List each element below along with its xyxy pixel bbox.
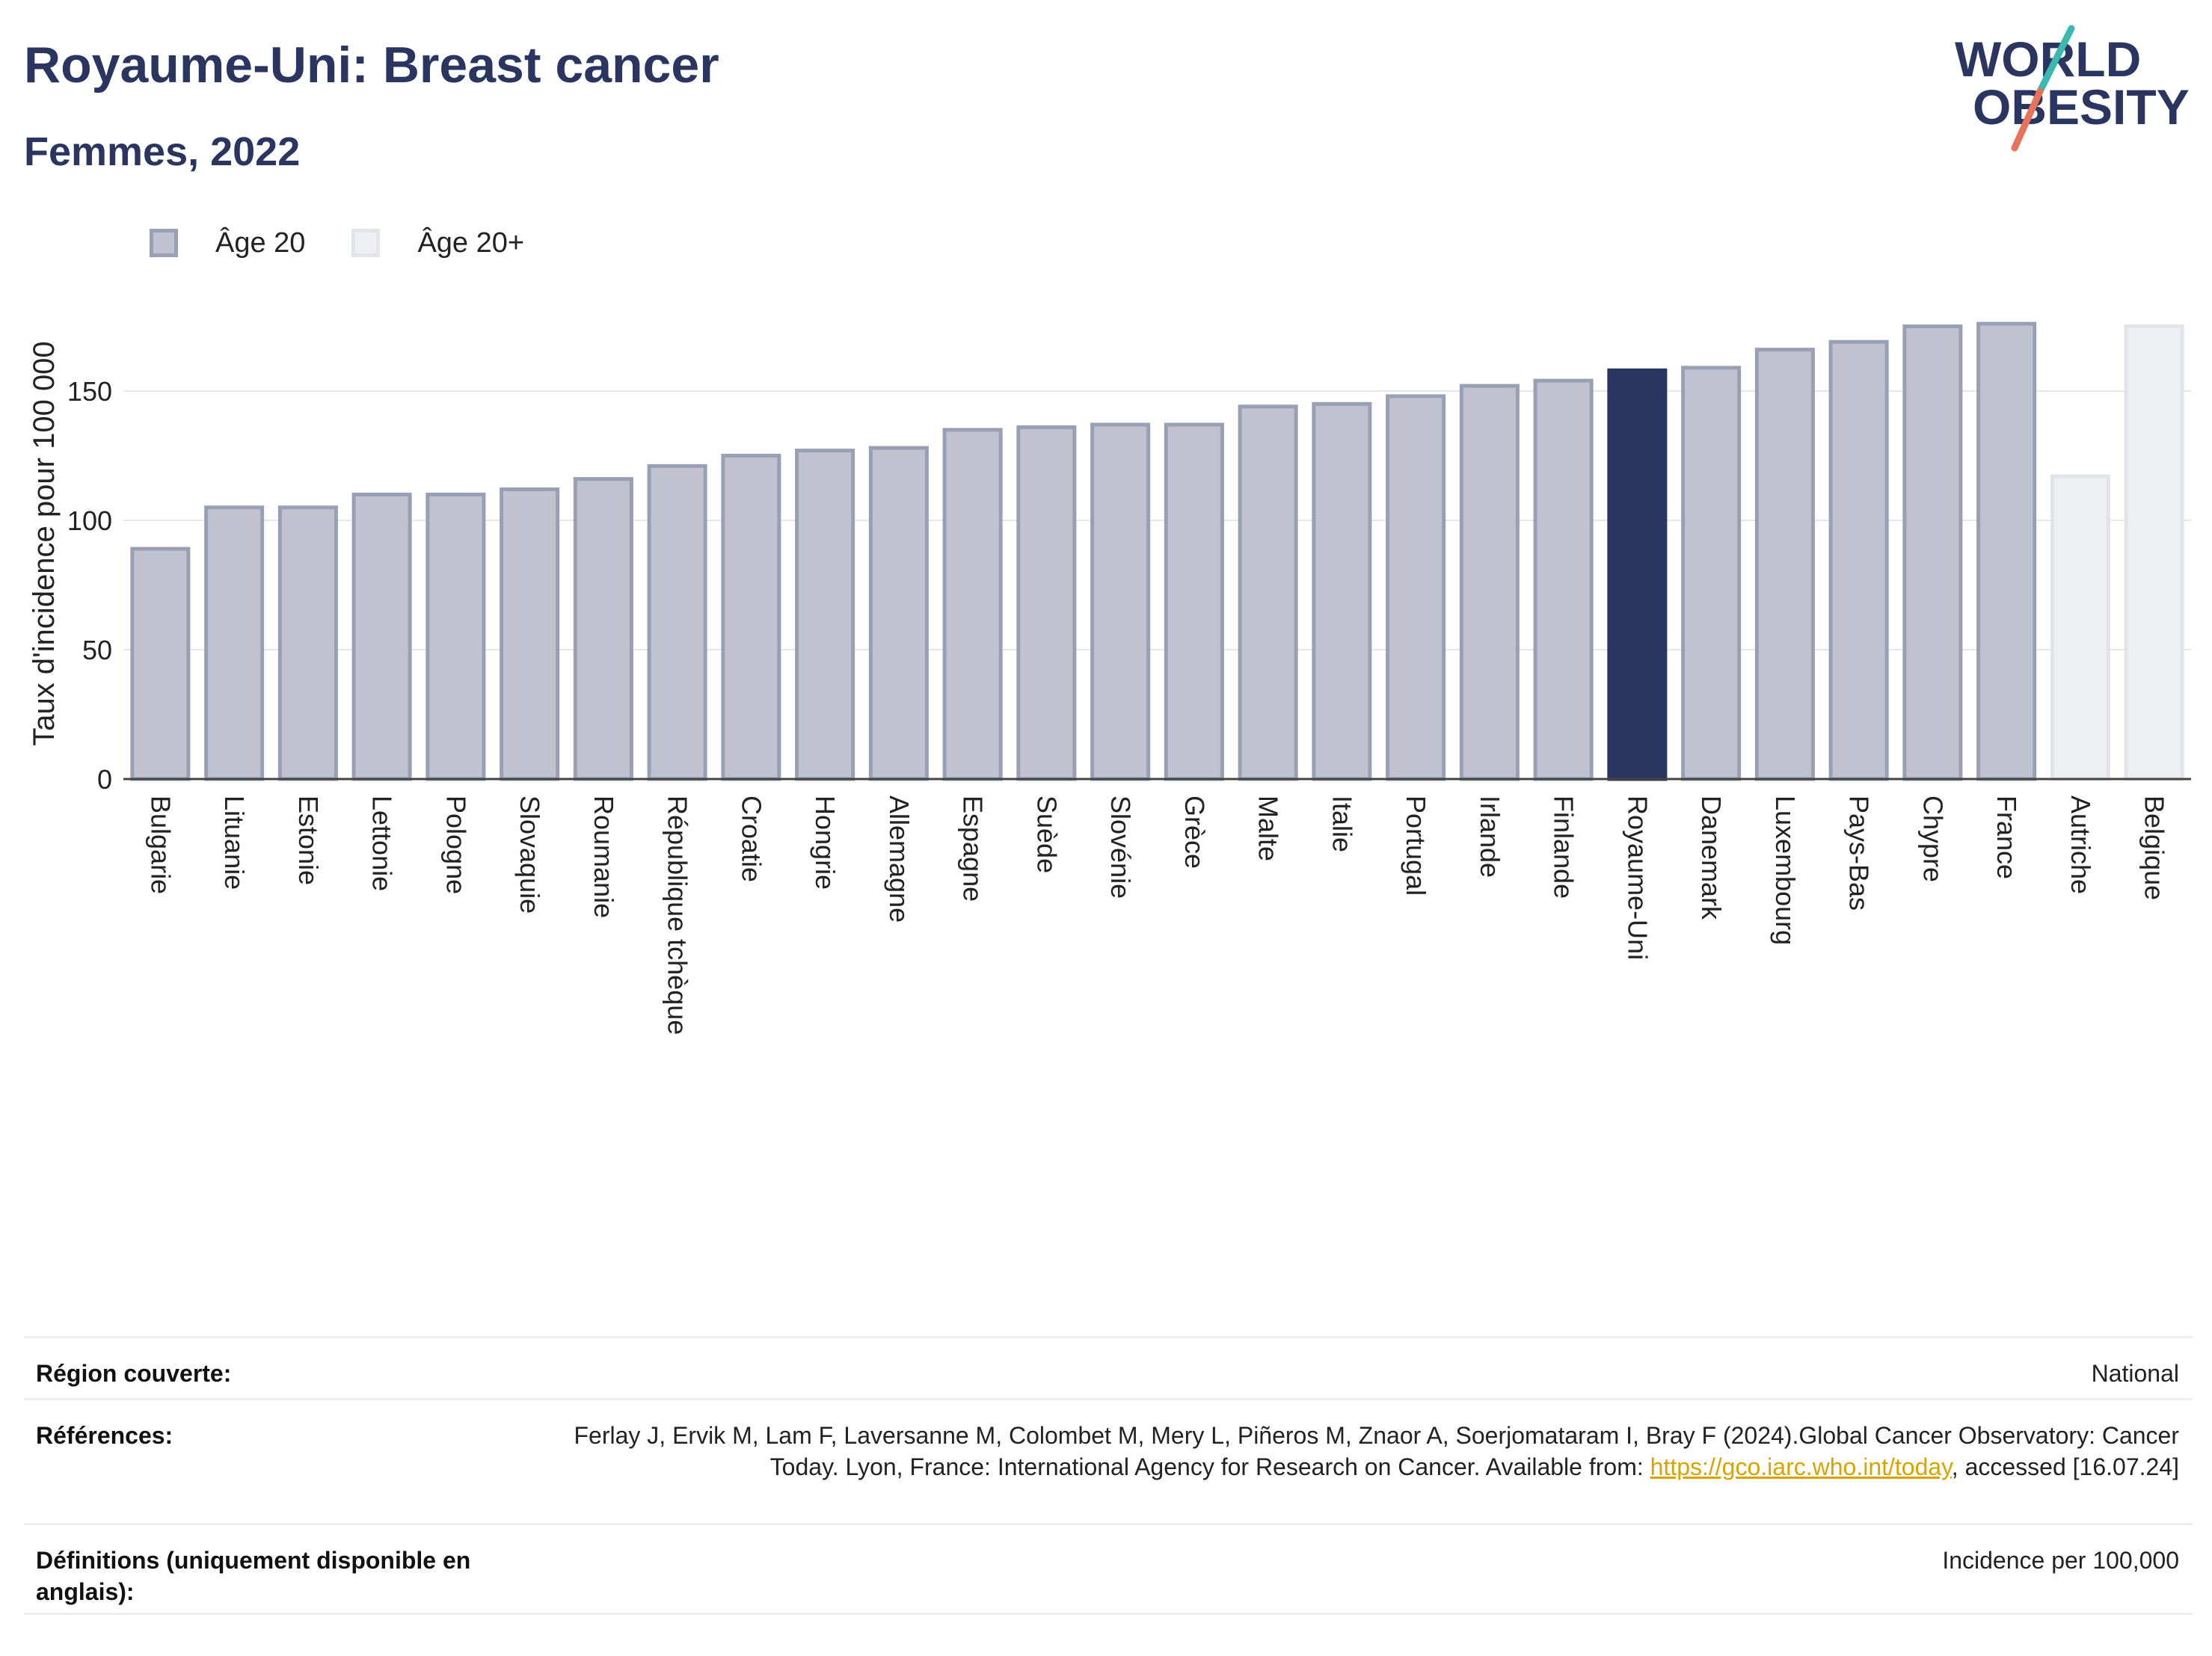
bar (647, 464, 707, 781)
x-tick-label: Royaume-Uni (1622, 795, 1653, 960)
bar (1016, 425, 1077, 781)
bar (2050, 474, 2110, 781)
bar (2124, 324, 2184, 781)
x-tick-label: Pologne (440, 795, 471, 894)
y-tick-label: 0 (97, 764, 112, 795)
x-tick-label: Luxembourg (1770, 795, 1801, 945)
bar (204, 505, 265, 781)
x-tick-label: Estonie (293, 795, 324, 885)
info-row-references: Références: Ferlay J, Ervik M, Lam F, La… (24, 1398, 2193, 1523)
references-accessed: , accessed [16.07.24] (1951, 1453, 2179, 1480)
info-row-definitions: Définitions (uniquement disponible en an… (24, 1523, 2193, 1615)
bar (1607, 368, 1668, 781)
legend-item-age20plus[interactable]: Âge 20+ (351, 227, 524, 259)
bar (1386, 394, 1446, 781)
legend-item-age20[interactable]: Âge 20 (150, 227, 305, 259)
bar (1312, 401, 1372, 781)
legend-swatch-age20 (150, 229, 178, 257)
bar (868, 446, 929, 781)
x-tick-label: Autriche (2065, 795, 2096, 894)
x-tick-label: Malte (1253, 795, 1284, 861)
info-table: Région couverte: National Références: Fe… (24, 1336, 2193, 1615)
x-tick-label: Roumanie (589, 795, 619, 918)
info-label-definitions: Définitions (uniquement disponible en an… (36, 1547, 471, 1605)
x-tick-label: Slovénie (1105, 795, 1136, 899)
x-tick-label: Lituanie (219, 795, 250, 890)
bar (1976, 321, 2037, 781)
chart-title: Royaume-Uni: Breast cancer (24, 37, 719, 93)
bar (130, 547, 191, 781)
bar (1090, 422, 1151, 781)
world-obesity-logo: WORLD OBESITY (1955, 25, 2190, 152)
bar (1164, 422, 1224, 781)
x-tick-label: Italie (1327, 795, 1357, 852)
y-tick-label: 100 (67, 505, 112, 536)
legend-label-age20plus: Âge 20+ (417, 227, 525, 259)
bar (1459, 384, 1520, 781)
info-value-region: National (2091, 1360, 2179, 1387)
x-tick-label: Danemark (1696, 795, 1727, 920)
x-tick-label: Croatie (736, 795, 766, 882)
x-tick-label: Slovaquie (514, 795, 545, 914)
x-tick-label: Espagne (958, 795, 989, 902)
x-tick-label: France (1991, 795, 2022, 879)
bar (425, 492, 486, 781)
x-tick-label: Pays-Bas (1844, 795, 1875, 911)
info-label-region: Région couverte: (36, 1360, 232, 1387)
bar (500, 487, 560, 781)
chart-legend: Âge 20 Âge 20+ (150, 224, 571, 262)
references-link[interactable]: https://gco.iarc.who.int/today (1650, 1453, 1952, 1480)
info-value-references: Ferlay J, Ervik M, Lam F, Laversanne M, … (571, 1420, 2179, 1523)
bar (1238, 404, 1298, 781)
logo-text-obesity: OBESITY (1973, 79, 2190, 135)
x-tick-label: République tchèque (663, 795, 693, 1035)
info-row-region: Région couverte: National (24, 1336, 2193, 1398)
bar (721, 454, 781, 781)
x-tick-label: Allemagne (884, 795, 915, 923)
x-tick-label: Bulgarie (145, 795, 176, 894)
bar (795, 449, 855, 781)
x-tick-label: Irlande (1475, 795, 1505, 878)
chart-subtitle: Femmes, 2022 (24, 129, 301, 174)
x-tick-label: Portugal (1401, 795, 1431, 896)
bar (942, 428, 1003, 781)
bar (1828, 339, 1889, 781)
references-text: Ferlay J, Ervik M, Lam F, Laversanne M, … (574, 1422, 2179, 1480)
legend-swatch-age20plus (351, 229, 381, 257)
bar (351, 492, 412, 781)
bar (1754, 348, 1815, 781)
y-tick-label: 50 (82, 635, 112, 665)
x-tick-label: Suède (1031, 795, 1062, 873)
x-tick-label: Chypre (1917, 795, 1948, 882)
x-tick-label: Hongrie (810, 795, 841, 890)
bar (1681, 366, 1742, 781)
x-tick-label: Grèce (1179, 795, 1210, 869)
x-tick-label: Lettonie (367, 795, 398, 891)
bar (277, 505, 338, 781)
x-tick-label: Finlande (1549, 795, 1579, 899)
info-label-references: Références: (36, 1422, 173, 1449)
info-value-definitions: Incidence per 100,000 (1942, 1547, 2179, 1574)
bar (573, 477, 633, 781)
y-axis-title: Taux d'incidence pour 100 000 (28, 341, 61, 745)
legend-label-age20: Âge 20 (215, 227, 306, 259)
y-tick-label: 150 (67, 376, 112, 407)
bar (1533, 378, 1594, 781)
bar (1902, 324, 1963, 781)
x-tick-label: Belgique (2139, 795, 2170, 900)
